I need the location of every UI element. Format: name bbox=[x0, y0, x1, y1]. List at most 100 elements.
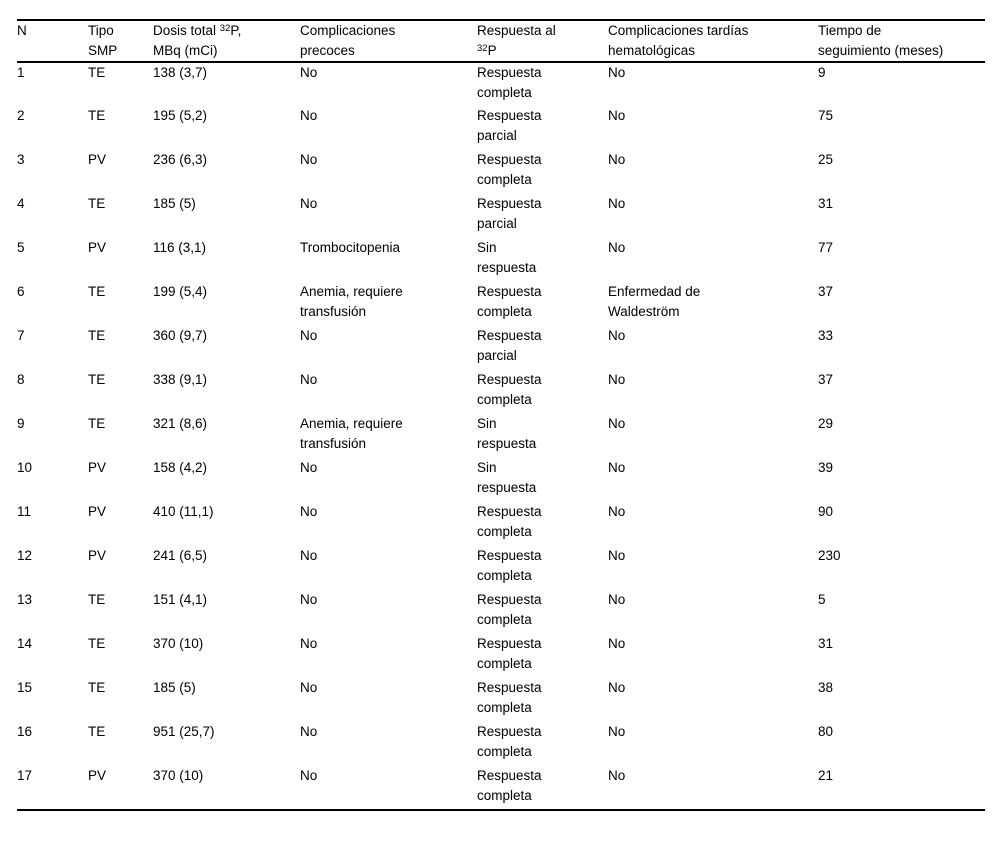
table-cell-complicaciones-precoces: No bbox=[300, 680, 318, 695]
table-cell-complicaciones-tardias: No bbox=[608, 416, 626, 431]
table-cell-tiempo-seguimiento: 230 bbox=[818, 548, 841, 563]
table-cell-tiempo-seguimiento: 5 bbox=[818, 592, 826, 607]
table-cell-tiempo-seguimiento: 90 bbox=[818, 504, 834, 519]
table-cell-complicaciones-precoces: No bbox=[300, 504, 318, 519]
table-cell-complicaciones-tardias: No bbox=[608, 152, 626, 167]
table-cell-dosis-total: 138 (3,7) bbox=[153, 65, 208, 80]
table-cell-complicaciones-tardias: Enfermedad de Waldeström bbox=[608, 284, 701, 319]
table-row: 11 PV 410 (11,1) No Respuesta completa No 90 bbox=[17, 502, 985, 546]
table-cell-complicaciones-tardias: No bbox=[608, 636, 626, 651]
header-text: Tiempo de seguimiento (meses) bbox=[818, 23, 944, 58]
table-cell-respuesta: Respuesta completa bbox=[477, 636, 542, 671]
table-cell-respuesta: Respuesta completa bbox=[477, 372, 542, 407]
table-cell-dosis-total: 951 (25,7) bbox=[153, 724, 215, 739]
header-text: Complicaciones precoces bbox=[300, 23, 396, 58]
table-cell-complicaciones-precoces: No bbox=[300, 65, 318, 80]
table-cell-tiempo-seguimiento: 37 bbox=[818, 372, 834, 387]
table-cell-n: 3 bbox=[17, 152, 25, 167]
table-cell-tipo-smp: TE bbox=[88, 680, 106, 695]
table-row: 3 PV 236 (6,3) No Respuesta completa No 25 bbox=[17, 150, 985, 194]
table-cell-respuesta: Respuesta completa bbox=[477, 592, 542, 627]
table-cell-n: 9 bbox=[17, 416, 25, 431]
table-cell-tipo-smp: TE bbox=[88, 592, 106, 607]
table-cell-tipo-smp: TE bbox=[88, 196, 106, 211]
table-cell-dosis-total: 195 (5,2) bbox=[153, 108, 208, 123]
table-cell-dosis-total: 116 (3,1) bbox=[153, 240, 207, 255]
table-cell-n: 12 bbox=[17, 548, 33, 563]
table-cell-complicaciones-tardias: No bbox=[608, 460, 626, 475]
table-cell-n: 2 bbox=[17, 108, 25, 123]
table-cell-dosis-total: 360 (9,7) bbox=[153, 328, 208, 343]
table-row: 2 TE 195 (5,2) No Respuesta parcial No 75 bbox=[17, 106, 985, 150]
table-cell-complicaciones-tardias: No bbox=[608, 548, 626, 563]
table-cell-complicaciones-tardias: No bbox=[608, 328, 626, 343]
col-header-tiempo-seguimiento: Tiempo de seguimiento (meses) bbox=[818, 19, 985, 63]
table-cell-complicaciones-precoces: No bbox=[300, 372, 318, 387]
table-cell-tiempo-seguimiento: 37 bbox=[818, 284, 834, 299]
table-row: 9 TE 321 (8,6) Anemia, requiere transfusión… bbox=[17, 414, 985, 458]
table-row: 15 TE 185 (5) No Respuesta completa No 38 bbox=[17, 678, 985, 722]
table-row: 17 PV 370 (10) No Respuesta completa No 21 bbox=[17, 766, 985, 811]
col-header-complicaciones-precoces: Complicaciones precoces bbox=[300, 19, 477, 63]
table-cell-tiempo-seguimiento: 77 bbox=[818, 240, 834, 255]
col-header-complicaciones-tardias: Complicaciones tardías hematológicas bbox=[608, 19, 818, 63]
table-cell-complicaciones-precoces: No bbox=[300, 636, 318, 651]
table-cell-complicaciones-tardias: No bbox=[608, 592, 626, 607]
table-cell-respuesta: Respuesta completa bbox=[477, 504, 542, 539]
header-text: P bbox=[487, 43, 497, 58]
table-cell-tipo-smp: PV bbox=[88, 766, 153, 811]
table-cell-respuesta: Respuesta completa bbox=[477, 284, 542, 319]
table-cell-tipo-smp: PV bbox=[88, 504, 107, 519]
table-cell-respuesta: Respuesta completa bbox=[477, 65, 542, 100]
table-row: 16 TE 951 (25,7) No Respuesta completa No 80 bbox=[17, 722, 985, 766]
table-cell-respuesta: Sin respuesta bbox=[477, 460, 537, 495]
table-cell-complicaciones-tardias: No bbox=[608, 65, 626, 80]
header-text: Respuesta al bbox=[477, 23, 556, 38]
table-cell-dosis-total: 199 (5,4) bbox=[153, 284, 208, 299]
table-cell-tiempo-seguimiento: 39 bbox=[818, 460, 834, 475]
table-cell-n: 16 bbox=[17, 724, 33, 739]
table-cell-respuesta: Sin respuesta bbox=[477, 416, 537, 451]
table-cell-tiempo-seguimiento: 38 bbox=[818, 680, 834, 695]
table-cell-n: 11 bbox=[17, 504, 32, 519]
header-text: Tipo SMP bbox=[88, 23, 118, 58]
table-row: 13 TE 151 (4,1) No Respuesta completa No 5 bbox=[17, 590, 985, 634]
table-cell-tipo-smp: TE bbox=[88, 372, 106, 387]
table-cell-n: 10 bbox=[17, 460, 33, 475]
table-cell-dosis-total: 185 (5) bbox=[153, 680, 196, 695]
table-cell-tipo-smp: PV bbox=[88, 548, 107, 563]
table-cell-tipo-smp: TE bbox=[88, 108, 106, 123]
table-cell-respuesta: Respuesta parcial bbox=[477, 196, 542, 231]
table-row: 1 TE 138 (3,7) No Respuesta completa No 9 bbox=[17, 62, 985, 106]
table-cell-respuesta: Respuesta completa bbox=[477, 680, 542, 715]
table-cell-tiempo-seguimiento: 31 bbox=[818, 196, 834, 211]
table-cell-tipo-smp: TE bbox=[88, 328, 106, 343]
table-cell-n: 6 bbox=[17, 284, 25, 299]
table-cell-tiempo-seguimiento: 31 bbox=[818, 636, 834, 651]
table-cell-tipo-smp: PV bbox=[88, 240, 107, 255]
header-text: N bbox=[17, 23, 27, 38]
table-row: 14 TE 370 (10) No Respuesta completa No 31 bbox=[17, 634, 985, 678]
table-cell-complicaciones-tardias: No bbox=[608, 680, 626, 695]
table-cell-tipo-smp: TE bbox=[88, 65, 106, 80]
table-cell-complicaciones-precoces: No bbox=[300, 196, 318, 211]
table-cell-complicaciones-precoces: No bbox=[300, 766, 477, 811]
table-cell-complicaciones-tardias: No bbox=[608, 372, 626, 387]
table-cell-complicaciones-tardias: No bbox=[608, 108, 626, 123]
table-cell-tipo-smp: PV bbox=[88, 460, 107, 475]
table-cell-dosis-total: 236 (6,3) bbox=[153, 152, 208, 167]
table-cell-dosis-total: 151 (4,1) bbox=[153, 592, 208, 607]
table-row: 10 PV 158 (4,2) No Sin respuesta No 39 bbox=[17, 458, 985, 502]
table-cell-tiempo-seguimiento: 75 bbox=[818, 108, 834, 123]
table-row: 12 PV 241 (6,5) No Respuesta completa No 230 bbox=[17, 546, 985, 590]
table-cell-n: 8 bbox=[17, 372, 25, 387]
table-cell-complicaciones-precoces: No bbox=[300, 548, 318, 563]
table-cell-tiempo-seguimiento: 33 bbox=[818, 328, 834, 343]
table-cell-n: 13 bbox=[17, 592, 33, 607]
table-cell-complicaciones-tardias: No bbox=[608, 504, 626, 519]
table-cell-dosis-total: 370 (10) bbox=[153, 636, 204, 651]
table-cell-tiempo-seguimiento: 25 bbox=[818, 152, 834, 167]
table-cell-n: 4 bbox=[17, 196, 25, 211]
table-cell-respuesta: Respuesta parcial bbox=[477, 328, 542, 363]
table-cell-n: 5 bbox=[17, 240, 25, 255]
